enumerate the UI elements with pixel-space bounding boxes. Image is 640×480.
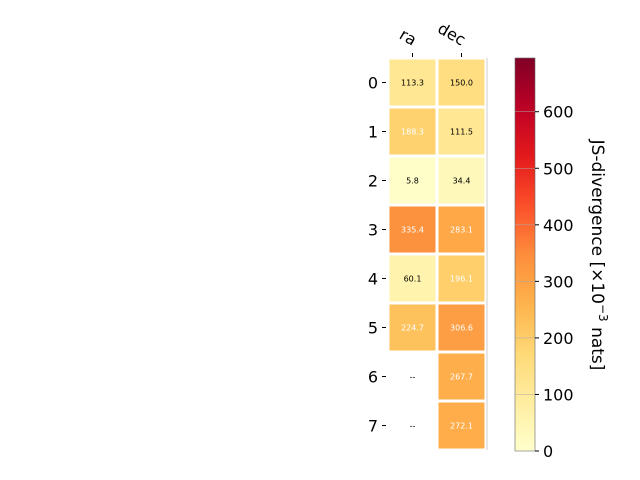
y-tick-label: 2 (368, 172, 378, 191)
cell-value-label: 224.7 (401, 324, 424, 333)
colorbar-tick-label: 300 (543, 272, 574, 291)
cell-value-label: 60.1 (404, 275, 422, 284)
y-tick-label: 7 (368, 417, 378, 436)
cell-value-label: 188.3 (401, 128, 424, 137)
y-axis-ticks: 0 1 2 3 4 5 6 7 (368, 74, 386, 436)
cell-value-label: 111.5 (450, 128, 473, 137)
heatmap-cell (389, 108, 436, 155)
heatmap-cell (438, 304, 485, 351)
heatmap-cell (438, 157, 485, 204)
cell-value-label: 196.1 (450, 275, 473, 284)
colorbar-gradient (514, 57, 536, 452)
heatmap-cell (389, 304, 436, 351)
cell-value-label: 335.4 (401, 226, 424, 235)
heatmap-cell (438, 255, 485, 302)
y-tick-label: 6 (368, 368, 378, 387)
heatmap-cell (389, 157, 436, 204)
heatmap-cell (438, 353, 485, 400)
colorbar-label: JS-divergence [×10−3 nats] (587, 139, 610, 371)
x-tick-label: ra (396, 25, 420, 50)
cell-value-label: 150.0 (450, 79, 473, 88)
colorbar-tick-label: 200 (543, 329, 574, 348)
y-tick-label: 4 (368, 270, 378, 289)
heatmap-cells: 113.3 150.0 188.3 111.5 5.8 34.4 335.4 283.1 60.… (389, 58, 488, 450)
heatmap-cell (438, 59, 485, 106)
cell-value-label: 283.1 (450, 226, 473, 235)
heatmap-cell (438, 108, 485, 155)
colorbar-tick-label: 400 (543, 216, 574, 235)
cell-value-label: 306.6 (450, 324, 473, 333)
cell-value-label: -- (410, 422, 416, 431)
y-tick-label: 3 (368, 221, 378, 240)
heatmap-cell (389, 206, 436, 253)
x-axis-ticks: ra dec (396, 19, 469, 57)
colorbar-tick-label: 100 (543, 385, 574, 404)
cell-value-label: 267.7 (450, 373, 473, 382)
y-tick-label: 1 (368, 123, 378, 142)
colorbar-tick-label: 600 (543, 103, 574, 122)
y-tick-label: 0 (368, 74, 378, 93)
y-tick-label: 5 (368, 319, 378, 338)
x-tick-label: dec (435, 19, 469, 50)
colorbar-tick-label: 0 (543, 442, 553, 461)
cell-value-label: 5.8 (406, 177, 419, 186)
cell-value-label: 34.4 (453, 177, 471, 186)
cell-value-label: 272.1 (450, 422, 473, 431)
colorbar: 0 100 200 300 400 500 600 (514, 57, 574, 461)
heatmap-cell (389, 255, 436, 302)
heatmap-cell (389, 59, 436, 106)
heatmap-cell (438, 206, 485, 253)
colorbar-tick-label: 500 (543, 159, 574, 178)
heatmap-cell (438, 402, 485, 449)
cell-value-label: 113.3 (401, 79, 424, 88)
cell-value-label: -- (410, 373, 416, 382)
